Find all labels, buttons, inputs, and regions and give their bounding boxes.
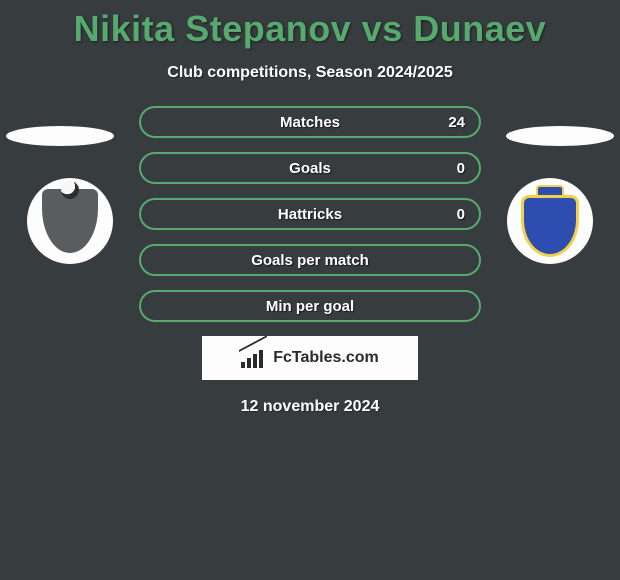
stat-value-right: 0: [457, 206, 465, 223]
stat-bars: Matches 24 Goals 0 Hattricks 0 Goals per…: [139, 106, 481, 322]
club-left-badge: [27, 178, 113, 264]
stat-label: Goals: [289, 160, 331, 177]
isloch-crest-icon: [42, 189, 98, 253]
stat-bar-goals: Goals 0: [139, 152, 481, 184]
stat-label: Min per goal: [266, 298, 354, 315]
player-right-silhouette: [506, 126, 614, 146]
stat-bar-mpg: Min per goal: [139, 290, 481, 322]
stat-bar-matches: Matches 24: [139, 106, 481, 138]
stat-label: Hattricks: [278, 206, 342, 223]
date-text: 12 november 2024: [0, 398, 620, 416]
club-right-badge: [507, 178, 593, 264]
stat-bar-gpm: Goals per match: [139, 244, 481, 276]
dnepr-crest-icon: [517, 185, 583, 257]
brand-text: FcTables.com: [273, 349, 379, 367]
page-title: Nikita Stepanov vs Dunaev: [0, 0, 620, 50]
brand-box: FcTables.com: [202, 336, 418, 380]
stat-value-right: 24: [448, 114, 465, 131]
stat-bar-hattricks: Hattricks 0: [139, 198, 481, 230]
player-left-silhouette: [6, 126, 114, 146]
stat-value-right: 0: [457, 160, 465, 177]
stat-label: Matches: [280, 114, 340, 131]
bar-chart-arrow-icon: [241, 348, 267, 368]
stat-label: Goals per match: [251, 252, 369, 269]
subtitle: Club competitions, Season 2024/2025: [0, 64, 620, 82]
